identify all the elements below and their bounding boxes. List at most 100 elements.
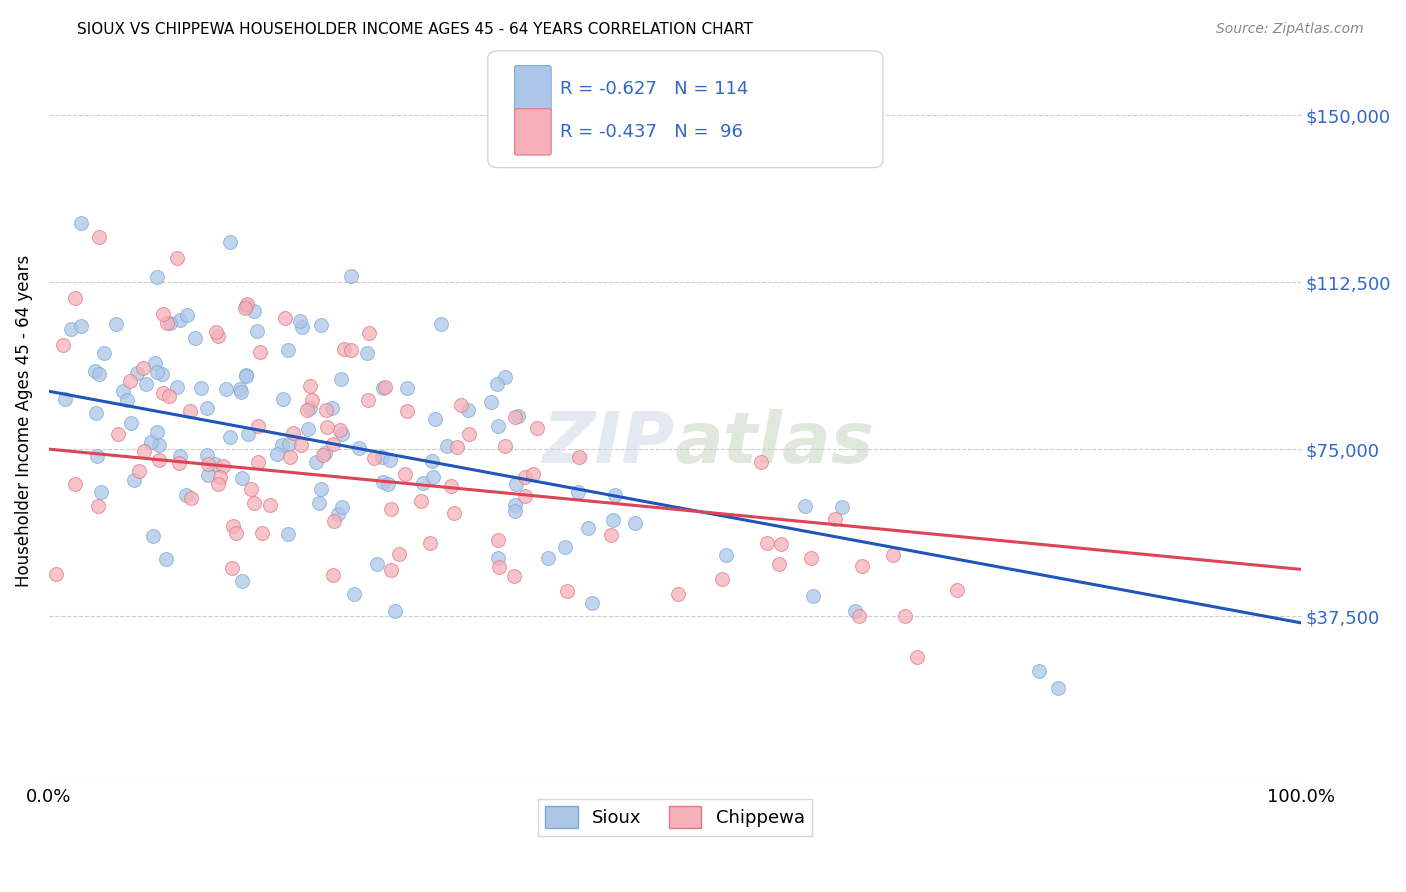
Legend: Sioux, Chippewa: Sioux, Chippewa bbox=[538, 799, 811, 836]
Point bbox=[457, 403, 479, 417]
Point bbox=[366, 557, 388, 571]
Point bbox=[238, 427, 260, 442]
Point bbox=[295, 402, 318, 417]
Point bbox=[278, 437, 301, 451]
Point bbox=[63, 477, 86, 491]
Point bbox=[946, 582, 969, 597]
Point bbox=[132, 444, 155, 458]
Point bbox=[395, 403, 418, 417]
Point bbox=[425, 412, 447, 426]
Point bbox=[212, 458, 235, 473]
Point bbox=[233, 301, 256, 316]
Point bbox=[377, 477, 399, 491]
Text: Source: ZipAtlas.com: Source: ZipAtlas.com bbox=[1216, 22, 1364, 37]
Point bbox=[90, 484, 112, 499]
Point bbox=[150, 368, 173, 382]
Point bbox=[219, 430, 242, 444]
Point bbox=[502, 569, 524, 583]
Point bbox=[312, 448, 335, 462]
Point bbox=[503, 409, 526, 424]
Point bbox=[309, 482, 332, 496]
Point bbox=[568, 450, 591, 464]
Point bbox=[148, 453, 170, 467]
Point bbox=[252, 526, 274, 541]
Point bbox=[157, 389, 180, 403]
Point bbox=[309, 318, 332, 332]
Point bbox=[274, 311, 297, 326]
Point bbox=[458, 426, 481, 441]
Point bbox=[330, 427, 353, 442]
Point bbox=[503, 504, 526, 518]
Point bbox=[322, 437, 344, 451]
Point bbox=[440, 479, 463, 493]
Point bbox=[246, 455, 269, 469]
Point bbox=[52, 338, 75, 352]
Point bbox=[450, 398, 472, 412]
Point bbox=[125, 367, 148, 381]
Point bbox=[146, 270, 169, 285]
Point bbox=[340, 269, 363, 284]
Point bbox=[602, 513, 624, 527]
Point bbox=[388, 547, 411, 561]
Point bbox=[800, 550, 823, 565]
Point bbox=[494, 438, 516, 452]
Point bbox=[420, 454, 443, 468]
Point bbox=[894, 609, 917, 624]
Point bbox=[197, 467, 219, 482]
Point bbox=[486, 550, 509, 565]
Point bbox=[89, 368, 111, 382]
Point bbox=[271, 392, 294, 406]
Point bbox=[343, 587, 366, 601]
Point bbox=[184, 331, 207, 345]
Point bbox=[301, 393, 323, 408]
Point bbox=[299, 379, 322, 393]
Point bbox=[53, 392, 76, 407]
Point bbox=[623, 516, 645, 531]
Point bbox=[555, 583, 578, 598]
Point bbox=[207, 477, 229, 491]
Point bbox=[215, 383, 238, 397]
Point bbox=[235, 368, 257, 382]
Point bbox=[1028, 664, 1050, 678]
Point bbox=[436, 439, 458, 453]
Point bbox=[305, 455, 328, 469]
Point bbox=[291, 320, 314, 334]
Point bbox=[495, 369, 517, 384]
Point bbox=[749, 455, 772, 469]
Point bbox=[323, 514, 346, 528]
Point bbox=[831, 500, 853, 514]
Point bbox=[239, 482, 262, 496]
Point bbox=[69, 318, 91, 333]
Point bbox=[396, 381, 419, 395]
Point bbox=[229, 385, 252, 400]
Point bbox=[60, 322, 83, 336]
Point bbox=[332, 342, 354, 356]
Point bbox=[770, 537, 793, 551]
Point bbox=[104, 317, 127, 331]
Point bbox=[768, 557, 790, 571]
Point bbox=[235, 368, 257, 383]
Point bbox=[243, 303, 266, 318]
Point bbox=[394, 467, 416, 481]
Point bbox=[422, 469, 444, 483]
Text: R = -0.437   N =  96: R = -0.437 N = 96 bbox=[560, 123, 742, 141]
Point bbox=[93, 346, 115, 360]
Point bbox=[419, 535, 441, 549]
Point bbox=[204, 457, 226, 471]
Point bbox=[166, 380, 188, 394]
Point bbox=[45, 567, 67, 582]
Point bbox=[207, 329, 229, 343]
Point bbox=[231, 574, 253, 588]
Point bbox=[380, 502, 402, 516]
Point bbox=[266, 447, 288, 461]
Point bbox=[221, 561, 243, 575]
Point bbox=[329, 423, 352, 437]
Point bbox=[159, 317, 181, 331]
Point bbox=[63, 291, 86, 305]
Point bbox=[356, 346, 378, 360]
Point bbox=[70, 216, 93, 230]
Point bbox=[169, 449, 191, 463]
Point bbox=[411, 494, 433, 508]
Point bbox=[603, 488, 626, 502]
Point bbox=[190, 381, 212, 395]
